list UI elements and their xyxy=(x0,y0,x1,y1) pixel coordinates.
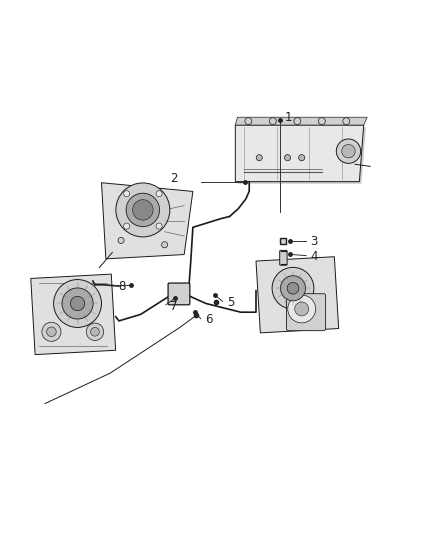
Circle shape xyxy=(124,223,130,229)
FancyBboxPatch shape xyxy=(286,294,325,330)
Text: 4: 4 xyxy=(311,251,318,263)
Circle shape xyxy=(256,155,262,161)
FancyBboxPatch shape xyxy=(168,283,190,305)
Circle shape xyxy=(280,276,306,301)
Polygon shape xyxy=(235,117,367,125)
Circle shape xyxy=(156,191,162,197)
Circle shape xyxy=(294,118,301,125)
FancyBboxPatch shape xyxy=(280,251,287,265)
Text: 2: 2 xyxy=(170,172,178,185)
Text: 1: 1 xyxy=(285,111,293,124)
Circle shape xyxy=(343,118,350,125)
Polygon shape xyxy=(102,183,193,259)
Text: 7: 7 xyxy=(170,300,178,313)
Circle shape xyxy=(269,118,276,125)
Circle shape xyxy=(318,118,325,125)
Circle shape xyxy=(295,302,309,316)
Circle shape xyxy=(336,139,360,163)
Circle shape xyxy=(71,296,85,311)
Circle shape xyxy=(299,155,305,161)
Circle shape xyxy=(342,144,355,158)
Circle shape xyxy=(288,295,316,323)
Polygon shape xyxy=(31,274,116,354)
Circle shape xyxy=(42,322,61,341)
Text: 3: 3 xyxy=(311,235,318,248)
Circle shape xyxy=(133,200,153,220)
Circle shape xyxy=(245,118,252,125)
Text: 5: 5 xyxy=(227,296,234,309)
Circle shape xyxy=(91,327,99,336)
Circle shape xyxy=(116,183,170,237)
Polygon shape xyxy=(235,125,364,182)
Circle shape xyxy=(272,268,314,309)
Polygon shape xyxy=(256,257,339,333)
Circle shape xyxy=(118,237,124,244)
Circle shape xyxy=(53,279,102,327)
Text: 8: 8 xyxy=(118,280,125,293)
Circle shape xyxy=(285,155,290,161)
Circle shape xyxy=(47,327,56,336)
Circle shape xyxy=(126,193,159,227)
Circle shape xyxy=(156,223,162,229)
Text: 6: 6 xyxy=(205,313,212,326)
Circle shape xyxy=(124,191,130,197)
Circle shape xyxy=(287,282,299,294)
Circle shape xyxy=(162,241,168,248)
Circle shape xyxy=(62,288,93,319)
Polygon shape xyxy=(237,127,366,184)
Circle shape xyxy=(86,323,104,341)
